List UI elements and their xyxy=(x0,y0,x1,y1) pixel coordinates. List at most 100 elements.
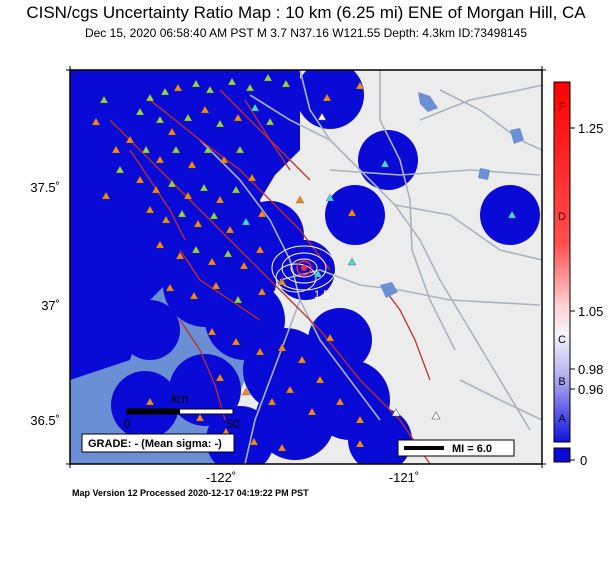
station-marker xyxy=(195,413,205,422)
station-marker xyxy=(199,183,209,192)
station-marker xyxy=(355,415,365,424)
station-marker xyxy=(325,333,335,342)
event-subtitle: Dec 15, 2020 06:58:40 AM PST M 3.7 N37.1… xyxy=(84,26,528,40)
station-marker xyxy=(250,103,260,112)
station-marker xyxy=(171,145,181,154)
station-marker xyxy=(211,281,221,290)
station-marker xyxy=(245,83,255,92)
cb-value-1-25: 1.25 xyxy=(578,121,603,136)
lon-label-121: -121˚ xyxy=(389,470,419,485)
station-marker xyxy=(325,193,335,202)
station-marker xyxy=(215,119,225,128)
map-title: CISN/cgs Uncertainty Ratio Map : 10 km (… xyxy=(26,3,586,22)
station-marker xyxy=(233,113,243,122)
station-marker xyxy=(151,185,161,194)
station-marker xyxy=(219,155,229,164)
station-marker xyxy=(115,165,125,174)
frame-ticks xyxy=(66,66,546,468)
station-marker xyxy=(125,135,135,144)
station-marker xyxy=(285,385,295,394)
station-marker xyxy=(189,291,199,300)
map-frame xyxy=(69,69,543,465)
station-marker xyxy=(173,83,183,92)
station-marker xyxy=(249,437,259,446)
station-marker xyxy=(281,79,291,88)
station-marker xyxy=(235,145,245,154)
colorbar-ticks xyxy=(570,127,575,461)
station-marker xyxy=(191,79,201,88)
station-marker xyxy=(257,287,267,296)
station-marker xyxy=(227,77,237,86)
station-marker xyxy=(183,113,193,122)
mi-legend-bar xyxy=(404,446,444,450)
station-marker xyxy=(297,355,307,364)
station-marker xyxy=(167,127,177,136)
station-marker xyxy=(161,215,171,224)
scale-end: 50 xyxy=(226,417,240,431)
cb-value-0-98: 0.98 xyxy=(578,362,603,377)
station-marker xyxy=(187,160,197,169)
station-marker xyxy=(231,337,241,346)
mi-legend-text: MI = 6.0 xyxy=(452,443,492,455)
station-marker xyxy=(231,185,241,194)
cb-value-1-05: 1.05 xyxy=(578,304,603,319)
station-marker xyxy=(141,145,151,154)
station-marker xyxy=(135,175,145,184)
station-marker xyxy=(277,277,287,286)
station-marker xyxy=(277,443,287,452)
station-marker xyxy=(233,295,243,304)
station-marker xyxy=(215,373,225,382)
station-marker xyxy=(355,439,365,448)
station-marker xyxy=(177,209,187,218)
station-marker xyxy=(347,208,357,217)
station-marker xyxy=(307,407,317,416)
station-marker xyxy=(241,217,251,226)
cb-value-0: 0 xyxy=(580,453,587,468)
station-marker xyxy=(193,219,203,228)
station-marker xyxy=(111,145,121,154)
station-marker xyxy=(205,85,215,94)
grade-a: A xyxy=(558,413,566,425)
station-marker xyxy=(91,117,101,126)
station-marker xyxy=(335,397,345,406)
station-marker xyxy=(203,145,213,154)
station-marker xyxy=(263,73,273,82)
epicenter-star xyxy=(296,260,312,276)
grade-f: F xyxy=(559,101,566,113)
station-marker xyxy=(267,397,277,406)
station-marker-inactive xyxy=(391,408,401,417)
station-marker xyxy=(145,205,155,214)
station-marker xyxy=(255,245,265,254)
station-marker xyxy=(200,105,210,114)
station-marker xyxy=(155,155,165,164)
station-marker xyxy=(191,245,201,254)
grade-d: D xyxy=(558,211,566,223)
lat-label-36-5: 36.5˚ xyxy=(30,413,60,428)
station-marker xyxy=(155,115,165,124)
station-marker xyxy=(160,87,170,96)
station-marker xyxy=(155,240,165,249)
station-marker xyxy=(215,195,225,204)
station-marker xyxy=(265,117,275,126)
cb-value-0-96: 0.96 xyxy=(578,382,603,397)
station-marker xyxy=(207,327,217,336)
station-marker-inactive xyxy=(317,112,327,121)
station-marker xyxy=(167,179,177,188)
station-marker xyxy=(277,343,287,352)
faults xyxy=(109,89,431,464)
station-markers xyxy=(91,73,517,452)
station-marker xyxy=(145,397,155,406)
station-marker xyxy=(209,211,219,220)
coverage-zones xyxy=(70,70,540,464)
station-marker-inactive xyxy=(431,411,441,420)
station-marker xyxy=(255,347,265,356)
station-marker xyxy=(165,283,175,292)
lat-label-37-5: 37.5˚ xyxy=(30,180,60,195)
station-marker xyxy=(135,107,145,116)
scale-unit: km xyxy=(171,391,188,406)
scale-bar: km 0 50 xyxy=(124,391,240,431)
station-marker xyxy=(99,95,109,104)
station-marker xyxy=(239,261,249,270)
station-marker xyxy=(313,269,323,278)
